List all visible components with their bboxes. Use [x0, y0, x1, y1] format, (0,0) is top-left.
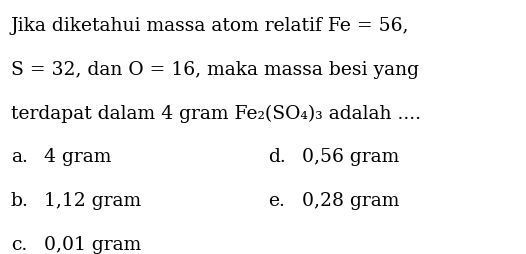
Text: 4 gram: 4 gram	[44, 148, 112, 166]
Text: e.: e.	[268, 192, 285, 210]
Text: 0,01 gram: 0,01 gram	[44, 236, 141, 254]
Text: 0,56 gram: 0,56 gram	[302, 148, 399, 166]
Text: 1,12 gram: 1,12 gram	[44, 192, 141, 210]
Text: a.: a.	[11, 148, 27, 166]
Text: terdapat dalam 4 gram Fe₂(SO₄)₃ adalah ....: terdapat dalam 4 gram Fe₂(SO₄)₃ adalah .…	[11, 105, 421, 123]
Text: Jika diketahui massa atom relatif Fe = 56,: Jika diketahui massa atom relatif Fe = 5…	[11, 17, 409, 35]
Text: d.: d.	[268, 148, 286, 166]
Text: c.: c.	[11, 236, 27, 254]
Text: S = 32, dan O = 16, maka massa besi yang: S = 32, dan O = 16, maka massa besi yang	[11, 61, 419, 79]
Text: b.: b.	[11, 192, 28, 210]
Text: 0,28 gram: 0,28 gram	[302, 192, 399, 210]
